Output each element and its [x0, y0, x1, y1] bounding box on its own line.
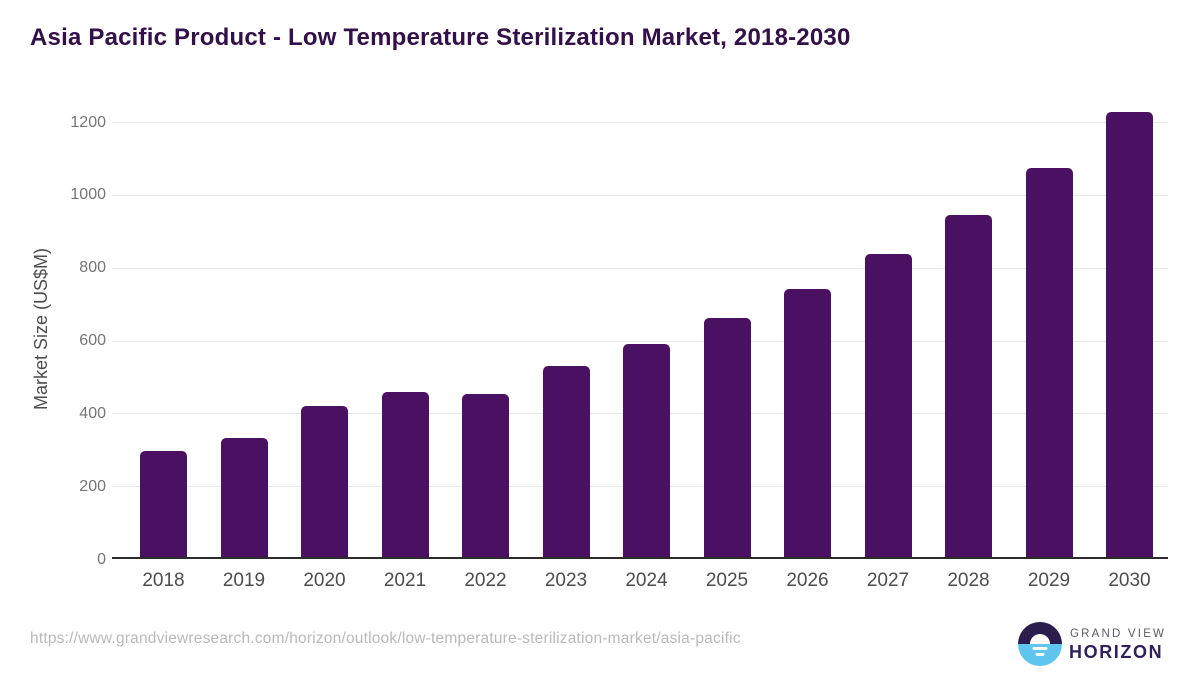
y-tick-label-800: 800	[79, 259, 106, 277]
horizon-logo-icon	[1018, 622, 1062, 666]
brand-name-top: GRAND VIEW	[1070, 628, 1167, 640]
x-tick-label-2021: 2021	[383, 570, 427, 591]
x-tick-label-2026: 2026	[786, 570, 829, 591]
bar-2026[interactable]	[784, 289, 831, 559]
bar-2019[interactable]	[220, 438, 268, 559]
gridline-800	[112, 267, 1168, 269]
x-tick-label-2029: 2029	[1027, 570, 1071, 591]
logo-sky-half	[1018, 622, 1062, 644]
logo-reflection-line	[1035, 653, 1045, 656]
source-url: https://www.grandviewresearch.com/horizo…	[30, 630, 741, 647]
y-tick-label-600: 600	[79, 332, 106, 349]
bar-2027[interactable]	[864, 254, 912, 559]
bar-2025[interactable]	[703, 318, 751, 559]
x-tick-label-2027: 2027	[866, 570, 910, 591]
y-tick-label-200: 200	[79, 477, 106, 495]
x-tick-label-2030: 2030	[1108, 570, 1151, 591]
x-tick-label-2023: 2023	[544, 570, 588, 591]
grand-view-horizon-logo[interactable]: GRAND VIEW HORIZON	[1018, 621, 1178, 667]
bar-2018[interactable]	[140, 450, 187, 559]
bar-2028[interactable]	[945, 214, 992, 559]
gridline-1200	[112, 122, 1168, 123]
bar-2030[interactable]	[1106, 111, 1153, 559]
x-tick-label-2028: 2028	[947, 570, 990, 591]
x-tick-label-2018: 2018	[142, 570, 185, 591]
gridline-600	[112, 340, 1168, 342]
bar-2029[interactable]	[1025, 167, 1073, 559]
x-axis-line	[112, 557, 1168, 559]
x-tick-label-2019: 2019	[222, 570, 266, 591]
logo-sun-icon	[1030, 634, 1050, 644]
bar-2021[interactable]	[381, 391, 429, 559]
logo-reflection-line	[1032, 647, 1048, 650]
x-tick-label-2020: 2020	[303, 570, 346, 591]
x-tick-label-2022: 2022	[464, 570, 507, 591]
y-tick-label-1000: 1000	[70, 186, 106, 204]
gridline-1000	[112, 194, 1168, 196]
bar-2023[interactable]	[542, 366, 590, 559]
y-tick-label-1200: 1200	[70, 113, 106, 131]
x-tick-label-2025: 2025	[705, 570, 749, 591]
bar-2020[interactable]	[301, 405, 348, 559]
y-tick-label-0: 0	[97, 550, 106, 568]
bar-2024[interactable]	[623, 344, 670, 559]
bar-2022[interactable]	[462, 394, 509, 559]
brand-name-bottom: HORIZON	[1069, 642, 1164, 662]
y-tick-label-400: 400	[79, 404, 106, 422]
chart-title: Asia Pacific Product - Low Temperature S…	[30, 24, 851, 51]
x-tick-label-2024: 2024	[625, 570, 668, 591]
